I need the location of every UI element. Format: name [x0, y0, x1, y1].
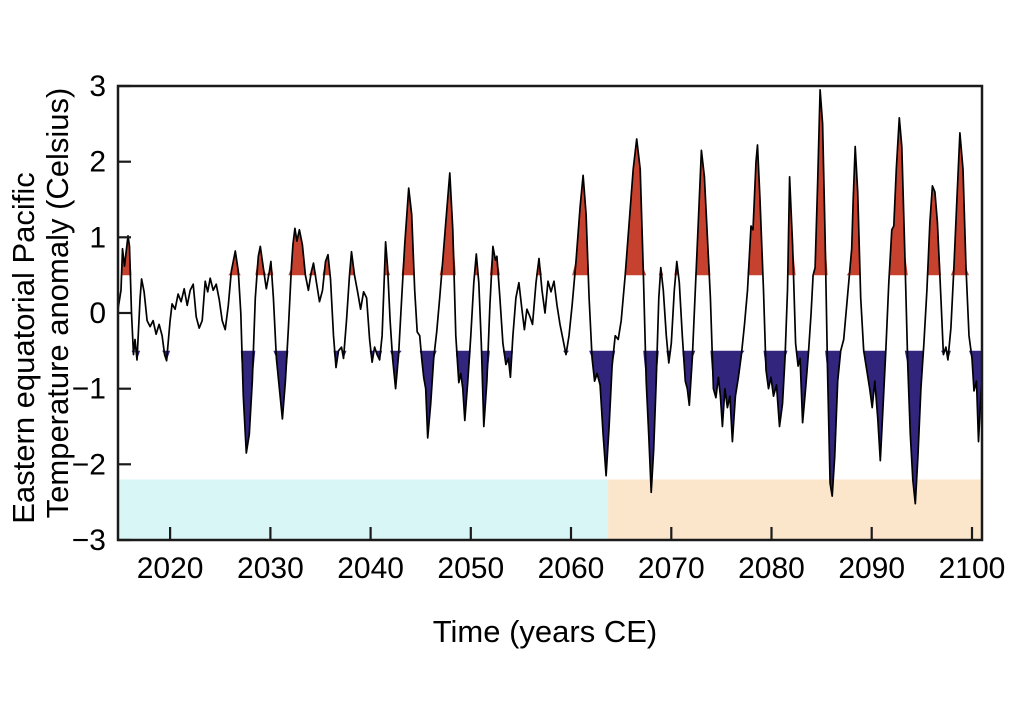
x-tick-label-2090: 2090	[838, 552, 905, 585]
anomaly-fill-regions	[118, 89, 982, 504]
y-tick-label-1: 1	[89, 221, 106, 254]
y-tick-label--2: −2	[72, 448, 106, 481]
y-tick-label--3: −3	[72, 524, 106, 557]
x-tick-label-2030: 2030	[237, 552, 304, 585]
x-tick-label-2080: 2080	[738, 552, 805, 585]
anomaly-line-layer	[117, 88, 983, 505]
x-tick-label-2040: 2040	[337, 552, 404, 585]
axes-layer: 2020 2030 2040 2050 2060 2070 2080 2090 2100 −3 −2…	[72, 70, 1006, 585]
el-nino-fill-region	[118, 89, 982, 276]
x-tick-label-2050: 2050	[437, 552, 504, 585]
y-tick-label-2: 2	[89, 146, 106, 179]
x-tick-label-2100: 2100	[939, 552, 1006, 585]
y-tick-label-3: 3	[89, 70, 106, 103]
pre-2064-scenario-band	[118, 479, 609, 540]
x-tick-label-2060: 2060	[538, 552, 605, 585]
plot-border	[116, 84, 984, 542]
y-axis-title-line2: Temperature anomaly (Celsius)	[40, 88, 75, 519]
y-tick-label--1: −1	[72, 373, 106, 406]
y-axis-title-line1: Eastern equatorial Pacific	[6, 172, 41, 524]
scenario-bands	[118, 479, 982, 540]
x-tick-label-2020: 2020	[137, 552, 204, 585]
post-2064-scenario-band	[608, 479, 982, 540]
temperature-anomaly-line	[117, 88, 983, 505]
x-tick-label-2070: 2070	[638, 552, 705, 585]
x-axis-title: Time (years CE)	[433, 614, 657, 649]
y-tick-label-0: 0	[89, 297, 106, 330]
